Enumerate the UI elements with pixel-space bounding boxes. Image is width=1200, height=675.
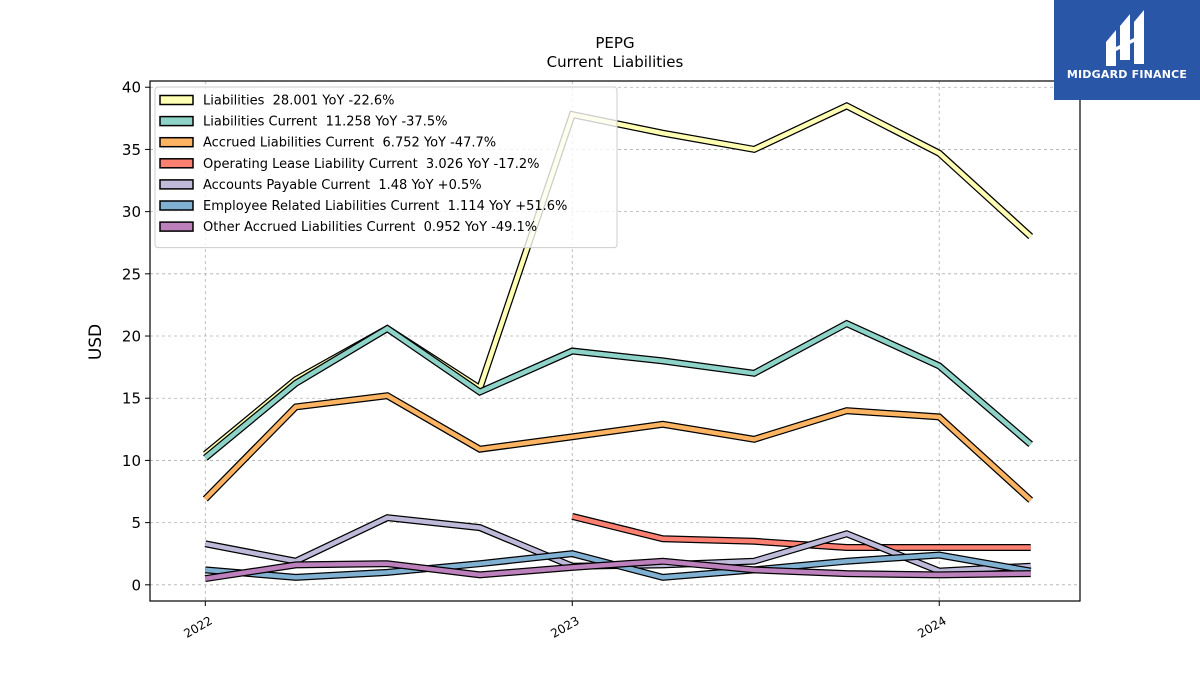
y-axis-label: USD — [86, 324, 106, 360]
legend-item: Liabilities 28.001 YoY -22.6% — [159, 94, 395, 109]
midgard-logo-icon — [1106, 10, 1144, 66]
series-stroke — [203, 321, 1033, 460]
legend-label: Employee Related Liabilities Current 1.1… — [203, 199, 567, 214]
legend-box — [154, 86, 618, 249]
y-tick-label: 20 — [122, 328, 141, 346]
legend-swatch — [159, 200, 194, 211]
legend-swatch — [159, 221, 194, 232]
chart-title: PEPG — [595, 34, 634, 52]
legend-item: Operating Lease Liability Current 3.026 … — [159, 157, 540, 172]
series-lines — [202, 102, 1034, 583]
series-stroke — [203, 393, 1033, 502]
legend-swatch — [159, 158, 194, 169]
series-outline — [202, 392, 1034, 503]
legend-item: Liabilities Current 11.258 YoY -37.5% — [159, 115, 447, 130]
legend-label: Accounts Payable Current 1.48 YoY +0.5% — [203, 178, 482, 193]
x-tick-label: 2024 — [915, 613, 948, 640]
series-stroke — [204, 558, 1031, 581]
y-tick-label: 40 — [122, 79, 141, 97]
y-tick-label: 10 — [122, 452, 141, 470]
chart-subtitle: Current Liabilities — [547, 53, 684, 71]
legend-item: Employee Related Liabilities Current 1.1… — [159, 199, 567, 214]
legend-label: Operating Lease Liability Current 3.026 … — [203, 157, 540, 172]
brand-name: MIDGARD FINANCE — [1066, 68, 1188, 81]
legend-swatch — [159, 115, 194, 127]
y-tick-label: 5 — [131, 514, 141, 532]
legend-swatch — [159, 94, 194, 106]
legend-item: Accrued Liabilities Current 6.752 YoY -4… — [159, 136, 496, 151]
series-outline — [203, 319, 1033, 461]
legend-label: Other Accrued Liabilities Current 0.952 … — [203, 220, 537, 235]
plot-frame — [149, 80, 1081, 602]
y-tick-label: 15 — [122, 390, 141, 408]
legend-swatch — [159, 179, 194, 190]
legend-item: Other Accrued Liabilities Current 0.952 … — [159, 220, 537, 235]
legend-label: Liabilities Current 11.258 YoY -37.5% — [203, 115, 447, 130]
legend-label: Liabilities 28.001 YoY -22.6% — [203, 94, 395, 109]
y-tick-label: 30 — [122, 203, 141, 221]
series-line — [204, 557, 1031, 583]
legend-swatch — [159, 136, 194, 148]
legend-label: Accrued Liabilities Current 6.752 YoY -4… — [203, 136, 496, 151]
series-line — [202, 392, 1034, 503]
y-tick-label: 25 — [122, 265, 141, 283]
brand-logo: MIDGARD FINANCE — [1054, 0, 1200, 100]
x-tick-label: 2022 — [181, 613, 214, 640]
series-line — [203, 319, 1033, 461]
series-stroke — [571, 514, 1031, 550]
legend: Liabilities 28.001 YoY -22.6% Liabilities… — [154, 86, 618, 249]
series-line — [571, 513, 1031, 551]
legend-item: Accounts Payable Current 1.48 YoY +0.5% — [159, 178, 482, 193]
y-tick-label: 0 — [131, 576, 141, 594]
x-tick-label: 2023 — [548, 613, 581, 640]
y-tick-label: 35 — [122, 141, 141, 159]
